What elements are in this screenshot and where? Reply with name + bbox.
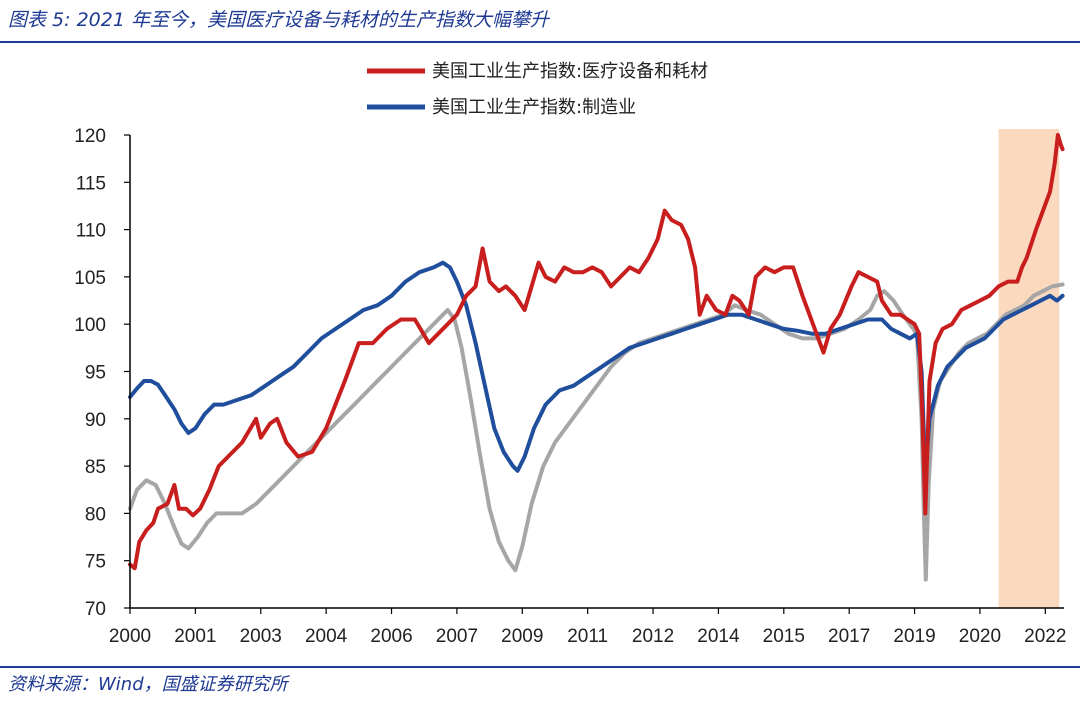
x-tick-label: 2014	[697, 626, 740, 647]
source-note: 资料来源：Wind，国盛证券研究所	[8, 674, 288, 695]
x-tick-label: 2019	[893, 626, 935, 647]
y-tick-label: 90	[85, 410, 106, 431]
highlight-band-2021-2022	[998, 129, 1060, 608]
y-tick-label: 115	[76, 173, 106, 194]
y-tick-label: 80	[85, 504, 106, 525]
y-tick-label: 105	[74, 268, 106, 289]
series-line-medical	[128, 133, 1065, 571]
x-tick-label: 2011	[567, 626, 608, 647]
x-tick-label: 2020	[959, 626, 1001, 647]
x-tick-label: 2015	[763, 626, 805, 647]
y-tick-label: 75	[85, 552, 106, 573]
x-tick-label: 2012	[632, 626, 674, 647]
source-divider	[0, 666, 1080, 668]
x-tick-label: 2003	[240, 626, 282, 647]
x-tick-label: 2017	[828, 626, 870, 647]
x-tick-label: 2004	[305, 626, 348, 647]
x-tick-label: 2009	[501, 626, 543, 647]
x-axis-ticks: 2000 2001 2003 2004 2006 2007 2009 2011 2012 2014…	[109, 608, 1066, 647]
y-axis-ticks: 70 75 80 85 90 95 100 105 110 115 120	[74, 126, 130, 620]
x-tick-label: 2022	[1024, 626, 1066, 647]
line-chart: 70 75 80 85 90 95 100 105 110 115 120 2000 2001 2003…	[74, 61, 1066, 647]
x-tick-label: 2000	[109, 626, 151, 647]
x-tick-label: 2006	[370, 626, 412, 647]
legend-label-medical: 美国工业生产指数:医疗设备和耗材	[432, 61, 708, 82]
legend-label-manufacturing: 美国工业生产指数:制造业	[432, 97, 636, 118]
y-tick-label: 70	[85, 599, 106, 620]
y-tick-label: 100	[74, 315, 106, 336]
x-tick-label: 2001	[174, 626, 216, 647]
x-tick-label: 2007	[436, 626, 478, 647]
y-tick-label: 120	[74, 126, 106, 147]
series-line-grey	[128, 282, 1065, 582]
series-line-manufacturing	[128, 260, 1065, 478]
y-tick-label: 85	[85, 457, 106, 478]
figure-caption: 图表 5: 2021 年至今，美国医疗设备与耗材的生产指数大幅攀升	[8, 9, 549, 31]
chart-series-layer	[128, 133, 1065, 582]
y-tick-label: 110	[76, 221, 106, 242]
y-tick-label: 95	[85, 363, 106, 384]
caption-divider	[0, 41, 1080, 43]
chart-legend: 美国工业生产指数:医疗设备和耗材 美国工业生产指数:制造业	[367, 61, 708, 118]
